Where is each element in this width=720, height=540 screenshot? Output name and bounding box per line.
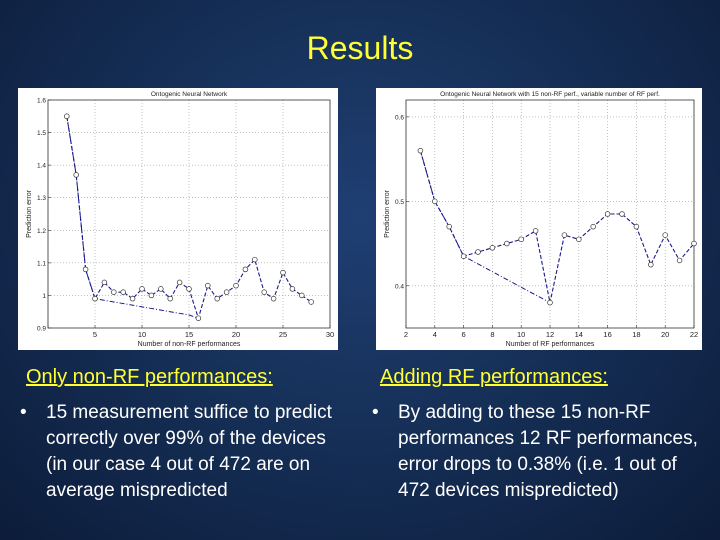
x-tick-label: 5 [93, 330, 97, 339]
data-point [417, 147, 424, 154]
chart-right-svg: Ontogenic Neural Network with 15 non-RF … [384, 91, 698, 348]
data-point [167, 295, 173, 302]
slide-title: Results [306, 30, 414, 66]
x-tick-label: 4 [433, 330, 437, 339]
data-point [111, 289, 117, 295]
data-point [662, 232, 668, 238]
chart-left-svg: Ontogenic Neural Network 5 10 15 20 25 30 0.9 1 1… [26, 91, 334, 348]
x-tick-label: 2 [404, 330, 408, 339]
data-point [129, 295, 136, 302]
data-point [676, 257, 683, 264]
data-point [186, 286, 192, 292]
bullet-dot: • [372, 402, 379, 423]
x-tick-label: 16 [603, 330, 611, 339]
y-tick-label: 1.1 [37, 260, 46, 267]
data-point [504, 240, 510, 247]
bullet-dot: • [20, 402, 27, 423]
y-axis-label: Prediction error [384, 189, 391, 238]
data-point [576, 236, 582, 243]
data-point [432, 198, 438, 205]
x-axis-label: Number of non-RF performances [138, 341, 241, 348]
data-point [691, 240, 697, 247]
x-tick-label: 20 [661, 330, 669, 339]
data-point [233, 282, 239, 289]
data-point [64, 113, 70, 120]
data-point [205, 282, 211, 289]
y-tick-label: 1.2 [37, 228, 46, 235]
data-point [619, 211, 625, 217]
data-point [547, 299, 553, 306]
y-tick-label: 1 [42, 293, 46, 300]
data-point [252, 256, 258, 263]
data-point [101, 279, 108, 286]
data-point [475, 249, 481, 255]
data-point [299, 292, 305, 299]
left-bullet-text: 15 measurement suffice to predict correc… [46, 402, 332, 501]
y-axis-label: Prediction error [26, 189, 33, 238]
y-tick-label: 1.6 [37, 98, 46, 105]
data-point [604, 211, 611, 217]
y-tick-label: 1.5 [37, 130, 46, 137]
data-point [561, 232, 568, 238]
data-point [289, 286, 296, 292]
y-tick-label: 1.3 [37, 195, 46, 202]
data-point [195, 315, 202, 321]
data-point [139, 286, 145, 292]
data-point [223, 289, 230, 295]
right-bullet-text: By adding to these 15 non-RF performance… [398, 402, 698, 501]
data-point [518, 236, 524, 243]
data-point [148, 292, 155, 299]
data-point [633, 223, 640, 230]
chart-left: Ontogenic Neural Network 5 10 15 20 25 30 0.9 1 1… [18, 88, 338, 350]
data-point [648, 261, 654, 268]
x-tick-label: 6 [462, 330, 466, 339]
series-lower-envelope [66, 116, 199, 319]
data-point [158, 286, 164, 292]
x-tick-label: 10 [138, 330, 146, 339]
data-point [590, 223, 596, 230]
x-axis-label: Number of RF performances [506, 341, 595, 348]
data-point [261, 289, 267, 295]
x-tick-label: 12 [546, 330, 554, 339]
data-point [176, 279, 183, 286]
series-line [419, 150, 695, 303]
data-point [308, 299, 314, 305]
x-tick-label: 18 [632, 330, 640, 339]
x-tick-label: 15 [185, 330, 193, 339]
right-subheading: Adding RF performances: [380, 366, 608, 388]
data-point [120, 289, 126, 295]
x-tick-label: 10 [517, 330, 525, 339]
chart-title: Ontogenic Neural Network with 15 non-RF … [440, 91, 660, 98]
data-point [460, 253, 467, 259]
data-point [532, 228, 539, 234]
data-point [214, 295, 220, 302]
data-point [446, 223, 452, 230]
data-point [242, 266, 249, 273]
data-point [82, 266, 89, 273]
y-tick-label: 0.6 [395, 114, 404, 121]
x-tick-label: 14 [575, 330, 583, 339]
y-tick-label: 0.9 [37, 326, 46, 333]
x-tick-label: 22 [690, 330, 698, 339]
x-tick-label: 8 [490, 330, 494, 339]
y-tick-label: 1.4 [37, 163, 46, 170]
series-lower-envelope [419, 150, 551, 304]
data-point [73, 172, 79, 178]
data-point [92, 295, 98, 302]
y-tick-label: 0.4 [395, 283, 404, 290]
chart-right: Ontogenic Neural Network with 15 non-RF … [376, 88, 702, 350]
left-subheading: Only non-RF performances: [26, 366, 273, 388]
y-tick-label: 0.5 [395, 199, 404, 206]
x-tick-label: 25 [279, 330, 287, 339]
data-point [270, 295, 277, 302]
data-point [489, 245, 496, 251]
chart-title: Ontogenic Neural Network [151, 91, 228, 98]
data-point [280, 269, 286, 276]
x-tick-label: 30 [326, 330, 334, 339]
x-tick-label: 20 [232, 330, 240, 339]
